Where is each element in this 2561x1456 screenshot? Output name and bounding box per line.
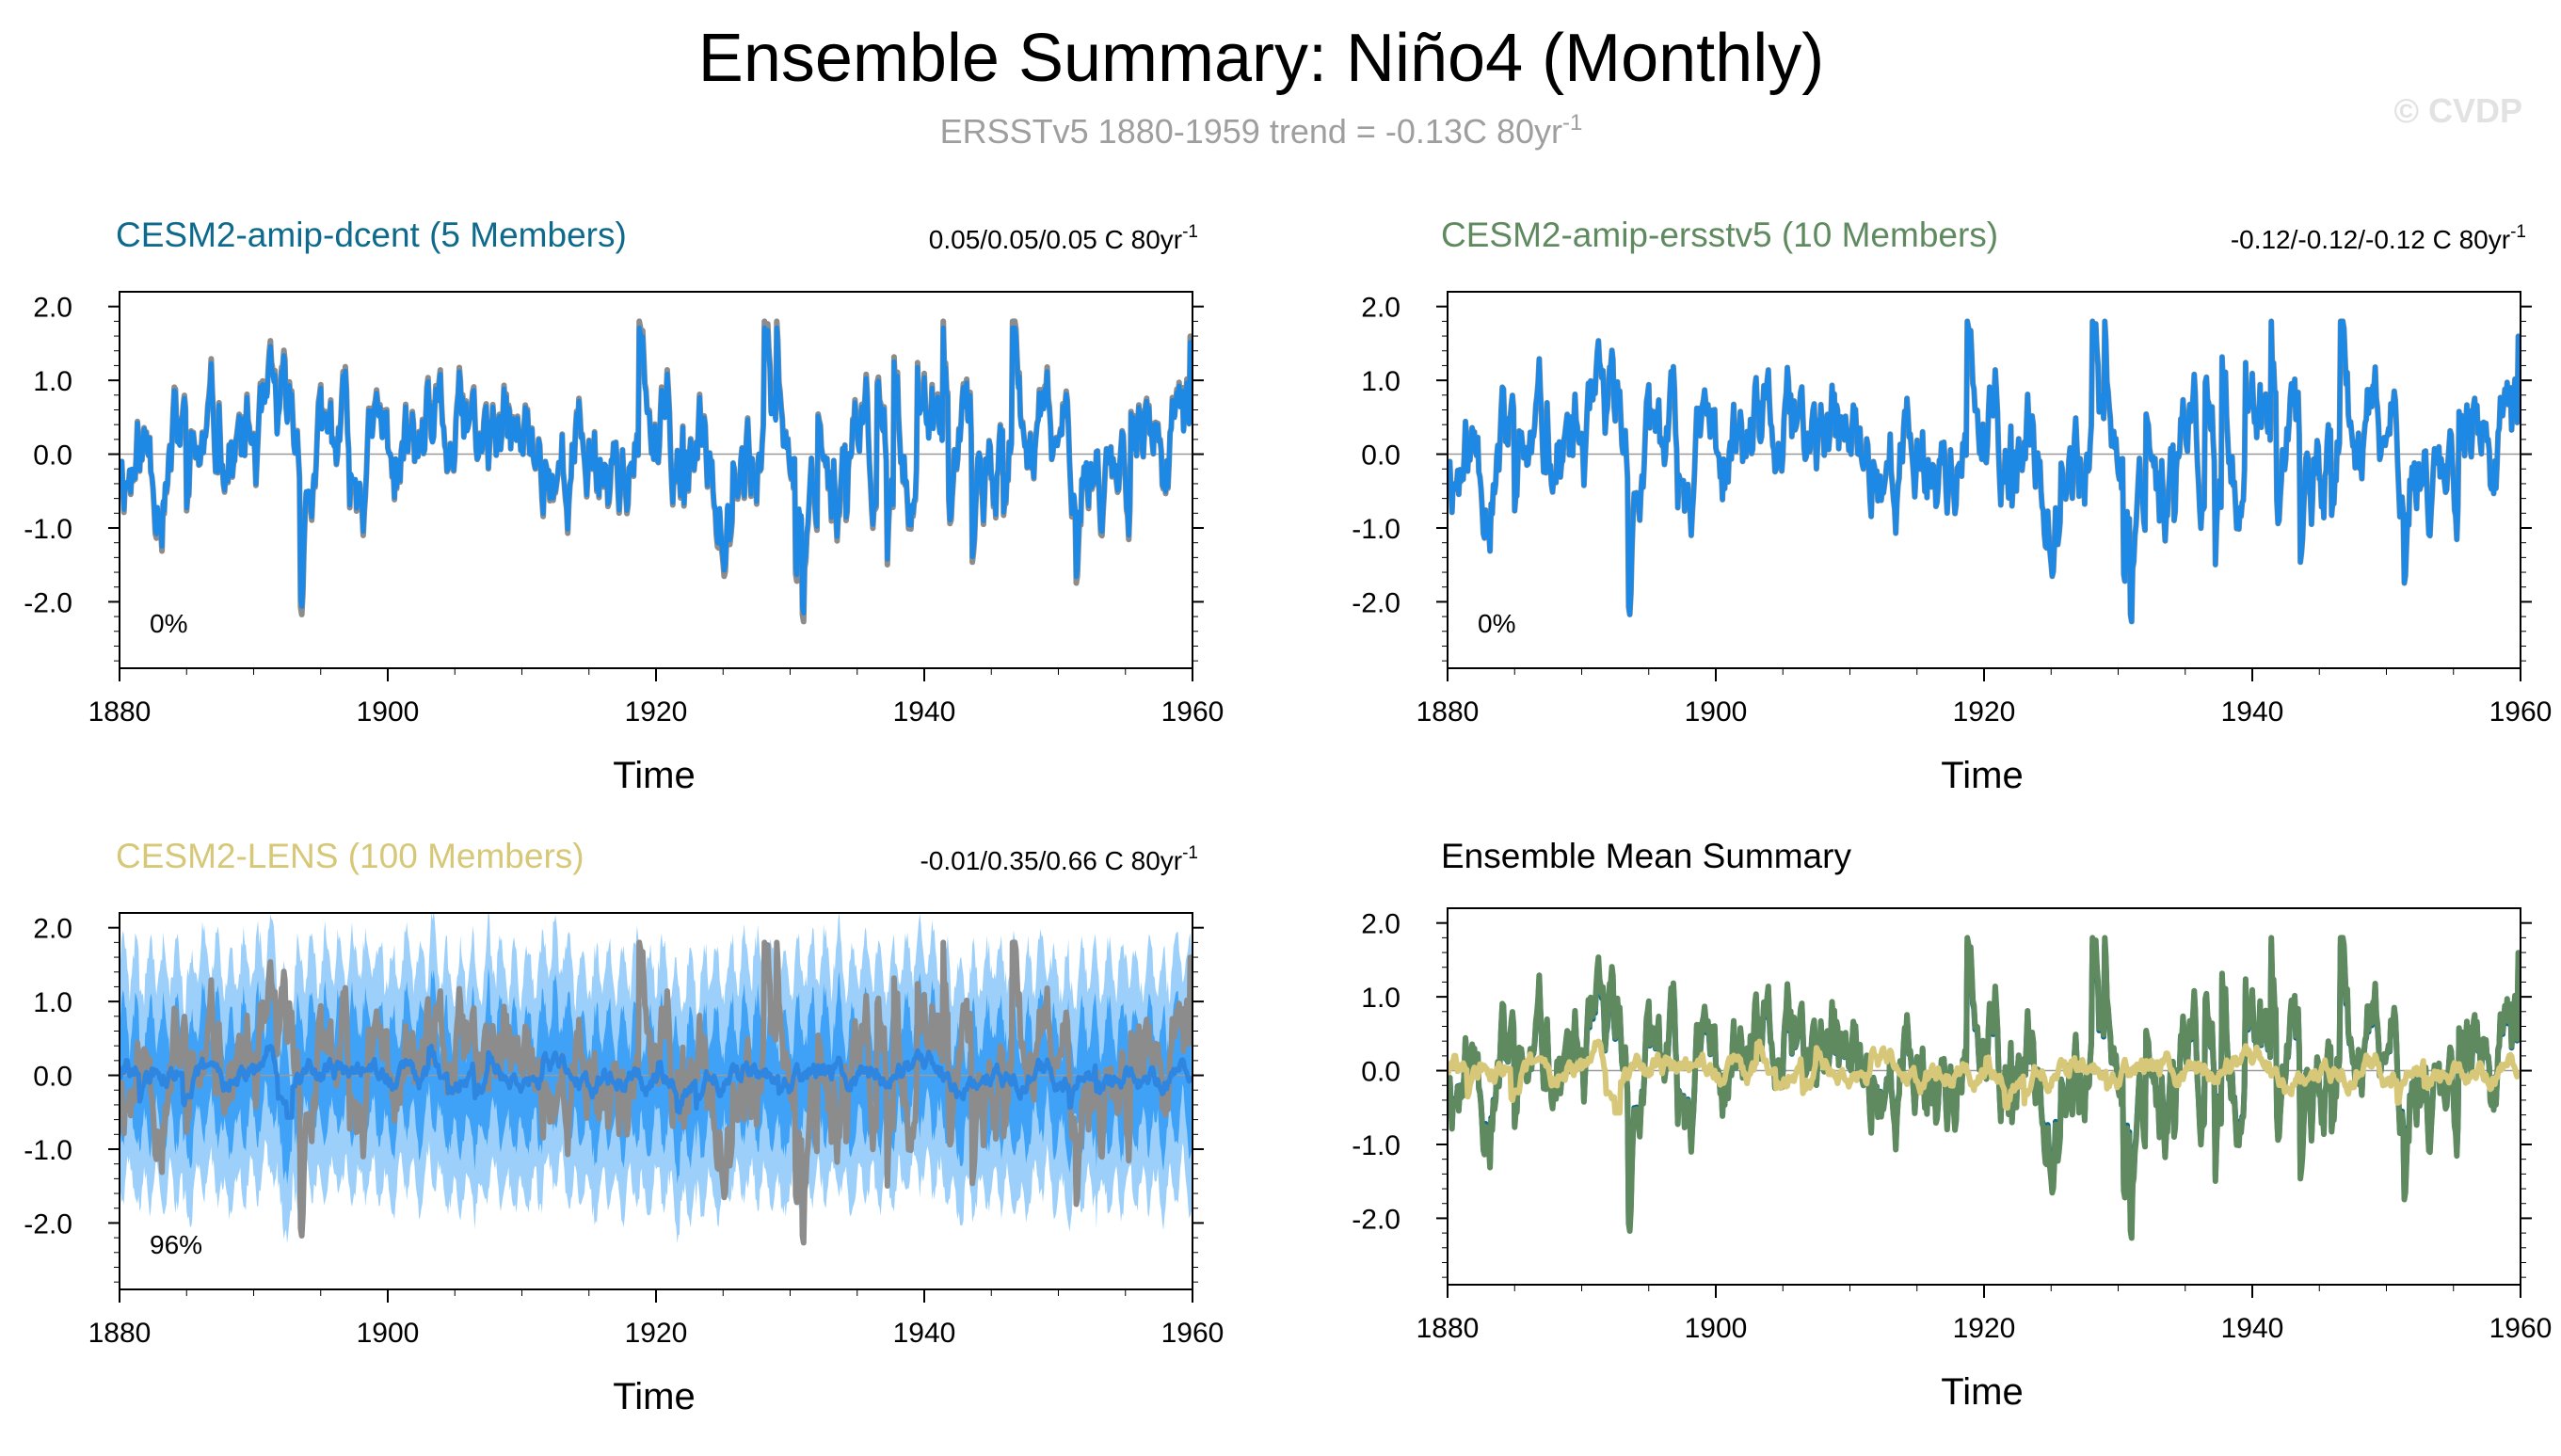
- trend-main: 0.05/0.05/0.05 C 80yr: [929, 225, 1182, 254]
- trend-superscript: -1: [1182, 222, 1198, 242]
- x-tick-label: 1960: [2489, 1313, 2553, 1344]
- x-tick-label: 1920: [625, 696, 688, 728]
- x-axis-label: Time: [613, 755, 695, 796]
- series-line-2: [1448, 1038, 2521, 1116]
- plot-area: [1448, 318, 2521, 625]
- y-tick-label: 2.0: [33, 914, 72, 945]
- x-tick-label: 1960: [1161, 1318, 1224, 1349]
- trend-superscript: -1: [1182, 843, 1198, 863]
- x-tick-label: 1940: [2221, 1313, 2284, 1344]
- x-tick-label: 1940: [893, 696, 956, 728]
- trend-superscript: -1: [2510, 222, 2526, 242]
- y-tick-label: -1.0: [1352, 514, 1401, 545]
- y-tick-label: 0.0: [1361, 1057, 1401, 1088]
- y-tick-label: -2.0: [24, 1208, 72, 1240]
- y-tick-label: -1.0: [24, 1135, 72, 1166]
- x-tick-label: 1940: [893, 1318, 956, 1349]
- series-line-0: [120, 318, 1192, 625]
- trend-text: -0.01/0.35/0.66 C 80yr-1: [920, 843, 1198, 875]
- y-tick-label: -1.0: [24, 514, 72, 545]
- figure-subtitle-superscript: -1: [1562, 110, 1582, 136]
- x-tick-label: 1900: [357, 1318, 420, 1349]
- x-tick-label: 1880: [88, 696, 152, 728]
- plot-area: [120, 318, 1192, 625]
- x-tick-label: 1880: [1417, 696, 1480, 728]
- x-tick-label: 1920: [625, 1318, 688, 1349]
- panel-title: CESM2-LENS (100 Members): [116, 837, 584, 875]
- y-tick-label: 0.0: [1361, 440, 1401, 472]
- x-tick-label: 1960: [1161, 696, 1224, 728]
- figure-subtitle: ERSSTv5 1880-1959 trend = -0.13C 80yr-1: [940, 110, 1583, 151]
- x-axis-label: Time: [613, 1376, 695, 1417]
- x-tick-label: 1880: [88, 1318, 152, 1349]
- panel-title: CESM2-amip-dcent (5 Members): [116, 216, 627, 254]
- y-tick-label: 0.0: [33, 1062, 72, 1093]
- stat-label: 0%: [150, 609, 187, 638]
- figure-title: Ensemble Summary: Niño4 (Monthly): [698, 21, 1824, 96]
- x-tick-label: 1900: [357, 696, 420, 728]
- trend-main: -0.01/0.35/0.66 C 80yr: [920, 846, 1182, 875]
- trend-text: 0.05/0.05/0.05 C 80yr-1: [929, 222, 1198, 254]
- trend-text: -0.12/-0.12/-0.12 C 80yr-1: [2231, 222, 2526, 254]
- y-tick-label: 1.0: [1361, 983, 1401, 1014]
- panel-title: Ensemble Mean Summary: [1441, 837, 1851, 875]
- y-tick-label: 1.0: [1361, 366, 1401, 397]
- series-line-1: [120, 325, 1192, 616]
- plot-area: [120, 913, 1192, 1246]
- series-line-1: [120, 1044, 1192, 1120]
- x-tick-label: 1900: [1685, 696, 1748, 728]
- y-tick-label: 1.0: [33, 987, 72, 1018]
- y-tick-label: 2.0: [33, 293, 72, 324]
- y-tick-label: -1.0: [1352, 1130, 1401, 1161]
- panel-amip-dcent: CESM2-amip-dcent (5 Members) 0.05/0.05/0.…: [24, 216, 1224, 796]
- x-axis-label: Time: [1941, 755, 2023, 796]
- plot-area: [1448, 935, 2521, 1241]
- y-tick-label: 0.0: [33, 440, 72, 472]
- panel-cesm2-lens: CESM2-LENS (100 Members) -0.01/0.35/0.66 …: [24, 837, 1224, 1417]
- y-tick-label: 2.0: [1361, 909, 1401, 940]
- x-tick-label: 1920: [1953, 696, 2016, 728]
- panel-ensemble-mean-summary: Ensemble Mean Summary 2.0 1.0 0.0 -1.0 -2.0 18…: [1352, 837, 2552, 1413]
- x-axis-label: Time: [1941, 1371, 2023, 1413]
- x-tick-label: 1880: [1417, 1313, 1480, 1344]
- panel-title: CESM2-amip-ersstv5 (10 Members): [1441, 216, 1998, 254]
- series-line-1: [1448, 318, 2521, 624]
- y-tick-label: 2.0: [1361, 293, 1401, 324]
- y-tick-label: 1.0: [33, 366, 72, 397]
- x-tick-label: 1960: [2489, 696, 2553, 728]
- x-tick-label: 1900: [1685, 1313, 1748, 1344]
- x-tick-label: 1920: [1953, 1313, 2016, 1344]
- x-tick-label: 1940: [2221, 696, 2284, 728]
- stat-label: 0%: [1478, 609, 1515, 638]
- y-tick-label: -2.0: [24, 587, 72, 618]
- cvdp-watermark: © CVDP: [2393, 91, 2522, 130]
- trend-main: -0.12/-0.12/-0.12 C 80yr: [2231, 225, 2510, 254]
- panel-amip-ersstv5: CESM2-amip-ersstv5 (10 Members) -0.12/-0.…: [1352, 216, 2552, 796]
- stat-label: 96%: [150, 1230, 202, 1259]
- y-tick-label: -2.0: [1352, 1204, 1401, 1235]
- y-tick-label: -2.0: [1352, 587, 1401, 618]
